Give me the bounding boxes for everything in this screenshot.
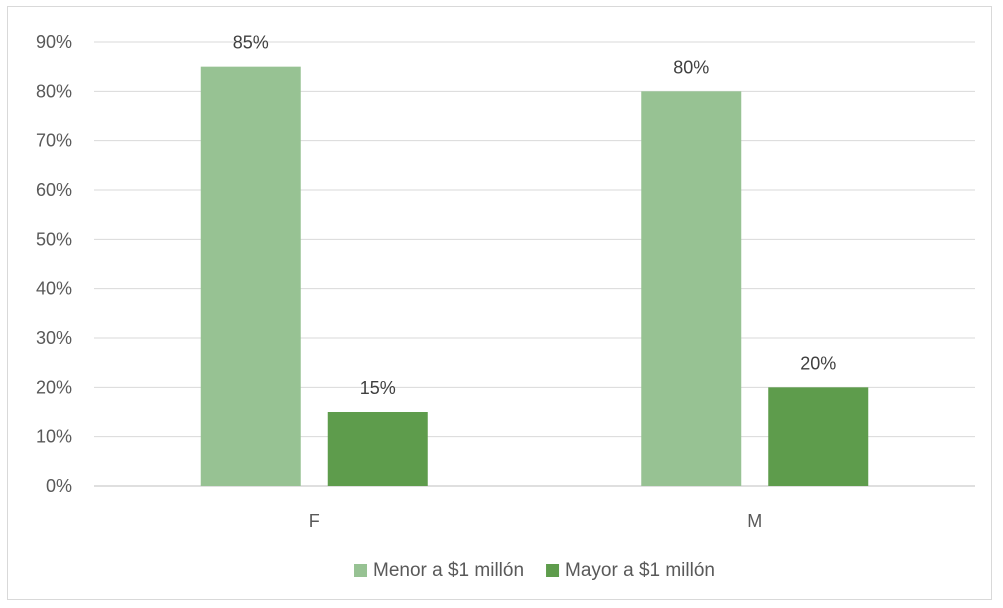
bar-m-series-2 [768, 387, 869, 486]
data-label: 15% [360, 378, 396, 398]
y-axis-ticks: 0% 10% 20% 30% 40% 50% 60% 70% 80% 90% [36, 32, 72, 496]
data-label: 80% [673, 57, 709, 77]
legend-swatch [354, 564, 368, 577]
x-tick-label: F [309, 511, 320, 531]
y-tick-label: 20% [36, 377, 72, 397]
y-tick-label: 10% [36, 427, 72, 447]
bars [200, 66, 869, 487]
y-tick-label: 90% [36, 32, 72, 52]
legend-item: Menor a $1 millón [354, 560, 524, 581]
data-label: 20% [800, 353, 836, 373]
bar-f-series-2 [327, 412, 428, 486]
data-labels: 85% 15% 80% 20% [233, 33, 837, 398]
legend-swatch [546, 564, 560, 577]
chart-frame [7, 6, 992, 600]
y-tick-label: 40% [36, 279, 72, 299]
bar-f-series-1 [200, 66, 301, 487]
y-tick-label: 50% [36, 229, 72, 249]
data-label: 85% [233, 33, 269, 53]
y-tick-label: 60% [36, 180, 72, 200]
y-tick-label: 70% [36, 131, 72, 151]
y-tick-label: 30% [36, 328, 72, 348]
legend-label: Mayor a $1 millón [565, 560, 715, 581]
legend-label: Menor a $1 millón [373, 560, 524, 581]
bar-m-series-1 [641, 91, 742, 486]
legend-item: Mayor a $1 millón [546, 560, 715, 581]
y-tick-label: 0% [46, 476, 72, 496]
x-tick-label: M [747, 511, 762, 531]
legend: Menor a $1 millón Mayor a $1 millón [354, 560, 715, 581]
y-tick-label: 80% [36, 81, 72, 101]
